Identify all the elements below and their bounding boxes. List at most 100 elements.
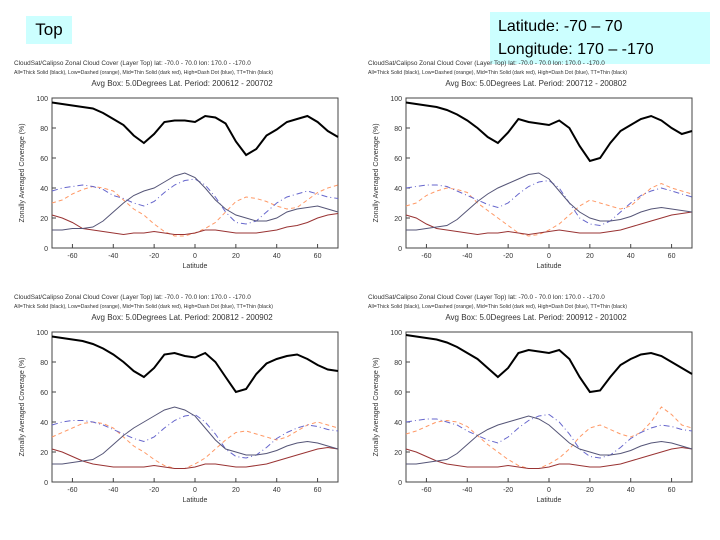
y-tick-label: 0 <box>44 246 48 253</box>
chart-subtitle: All=Thick Solid (black), Low=Dashed (ora… <box>14 70 273 76</box>
x-tick-label: 20 <box>232 487 240 494</box>
y-tick-label: 20 <box>40 450 48 457</box>
chart-panel-2: CloudSat/Calipso Zonal Cloud Cover (Laye… <box>366 56 706 276</box>
series-line-all <box>51 335 339 394</box>
y-tick-label: 40 <box>394 186 402 193</box>
x-tick-label: 40 <box>627 487 635 494</box>
y-tick-label: 60 <box>394 390 402 397</box>
coordinate-range-label: Latitude: -70 – 70 Longitude: 170 – -170 <box>490 12 710 64</box>
x-tick-label: 60 <box>314 253 322 260</box>
x-tick-label: -40 <box>462 253 472 260</box>
x-tick-label: 20 <box>586 253 594 260</box>
series-line-high <box>51 178 339 225</box>
series-line-tt <box>52 172 339 231</box>
y-tick-label: 20 <box>40 216 48 223</box>
y-tick-label: 100 <box>36 96 48 103</box>
chart-svg: CloudSat/Calipso Zonal Cloud Cover (Laye… <box>14 60 339 270</box>
x-tick-label: -20 <box>149 487 159 494</box>
x-tick-label: -60 <box>421 253 431 260</box>
x-tick-label: -20 <box>503 253 513 260</box>
y-tick-label: 0 <box>398 246 402 253</box>
y-tick-label: 100 <box>390 96 402 103</box>
y-axis-label: Zonally Averaged Coverage (%) <box>19 357 26 456</box>
chart-title: CloudSat/Calipso Zonal Cloud Cover (Laye… <box>368 60 605 67</box>
x-axis-label: Latitude <box>183 497 208 504</box>
series-line-low <box>51 184 339 237</box>
chart-svg: CloudSat/Calipso Zonal Cloud Cover (Laye… <box>14 294 339 504</box>
x-tick-label: 40 <box>273 253 281 260</box>
series-line-low <box>51 421 339 469</box>
top-label: Top <box>26 16 72 44</box>
series-line-mid <box>405 446 693 469</box>
y-tick-label: 0 <box>398 480 402 487</box>
y-tick-label: 60 <box>394 156 402 163</box>
chart-title: CloudSat/Calipso Zonal Cloud Cover (Laye… <box>14 60 251 67</box>
series-line-mid <box>51 213 339 236</box>
y-tick-label: 80 <box>394 360 402 367</box>
x-tick-label: 60 <box>668 487 676 494</box>
y-axis-label: Zonally Averaged Coverage (%) <box>373 123 380 222</box>
chart-panel-3: CloudSat/Calipso Zonal Cloud Cover (Laye… <box>12 290 352 510</box>
x-tick-label: -40 <box>108 253 118 260</box>
y-tick-label: 100 <box>36 330 48 337</box>
latitude-range: Latitude: -70 – 70 <box>498 18 623 35</box>
y-tick-label: 60 <box>40 156 48 163</box>
series-line-mid <box>51 446 339 469</box>
x-tick-label: 60 <box>668 253 676 260</box>
series-line-tt <box>52 406 339 465</box>
chart-period: Avg Box: 5.0Degrees Lat. Period: 200712 … <box>445 79 627 88</box>
x-tick-label: 40 <box>273 487 281 494</box>
series-line-tt <box>406 172 693 231</box>
x-tick-label: 60 <box>314 487 322 494</box>
x-axis-label: Latitude <box>183 263 208 270</box>
y-axis-label: Zonally Averaged Coverage (%) <box>19 123 26 222</box>
chart-svg: CloudSat/Calipso Zonal Cloud Cover (Laye… <box>368 294 693 504</box>
x-tick-label: 40 <box>627 253 635 260</box>
series-line-low <box>405 406 693 469</box>
x-tick-label: -60 <box>67 487 77 494</box>
chart-title: CloudSat/Calipso Zonal Cloud Cover (Laye… <box>368 294 605 301</box>
x-axis-label: Latitude <box>537 497 562 504</box>
y-tick-label: 40 <box>40 186 48 193</box>
x-tick-label: 20 <box>586 487 594 494</box>
chart-period: Avg Box: 5.0Degrees Lat. Period: 200812 … <box>91 313 273 322</box>
y-tick-label: 80 <box>394 126 402 133</box>
chart-panel-1: CloudSat/Calipso Zonal Cloud Cover (Laye… <box>12 56 352 276</box>
chart-subtitle: All=Thick Solid (black), Low=Dashed (ora… <box>368 70 627 76</box>
series-line-all <box>51 101 339 157</box>
x-tick-label: -20 <box>503 487 513 494</box>
series-line-high <box>51 413 339 459</box>
y-tick-label: 80 <box>40 126 48 133</box>
x-tick-label: 0 <box>547 253 551 260</box>
y-tick-label: 60 <box>40 390 48 397</box>
plot-frame <box>405 331 693 483</box>
y-tick-label: 20 <box>394 450 402 457</box>
series-line-mid <box>405 211 693 236</box>
y-tick-label: 40 <box>394 420 402 427</box>
x-tick-label: 0 <box>547 487 551 494</box>
plot-frame <box>405 97 693 249</box>
longitude-range: Longitude: 170 – -170 <box>498 41 654 58</box>
x-tick-label: 0 <box>193 253 197 260</box>
chart-title: CloudSat/Calipso Zonal Cloud Cover (Laye… <box>14 294 251 301</box>
chart-panel-4: CloudSat/Calipso Zonal Cloud Cover (Laye… <box>366 290 706 510</box>
x-tick-label: 20 <box>232 253 240 260</box>
x-tick-label: -20 <box>149 253 159 260</box>
y-tick-label: 20 <box>394 216 402 223</box>
chart-period: Avg Box: 5.0Degrees Lat. Period: 200612 … <box>91 79 273 88</box>
x-tick-label: -40 <box>462 487 472 494</box>
x-tick-label: 0 <box>193 487 197 494</box>
chart-subtitle: All=Thick Solid (black), Low=Dashed (ora… <box>368 304 627 310</box>
y-tick-label: 100 <box>390 330 402 337</box>
series-line-high <box>405 179 693 227</box>
x-tick-label: -60 <box>67 253 77 260</box>
x-tick-label: -40 <box>108 487 118 494</box>
x-tick-label: -60 <box>421 487 431 494</box>
y-tick-label: 0 <box>44 480 48 487</box>
chart-svg: CloudSat/Calipso Zonal Cloud Cover (Laye… <box>368 60 693 270</box>
chart-period: Avg Box: 5.0Degrees Lat. Period: 200912 … <box>445 313 627 322</box>
series-line-all <box>405 101 693 163</box>
y-tick-label: 80 <box>40 360 48 367</box>
series-line-all <box>405 334 693 394</box>
y-tick-label: 40 <box>40 420 48 427</box>
